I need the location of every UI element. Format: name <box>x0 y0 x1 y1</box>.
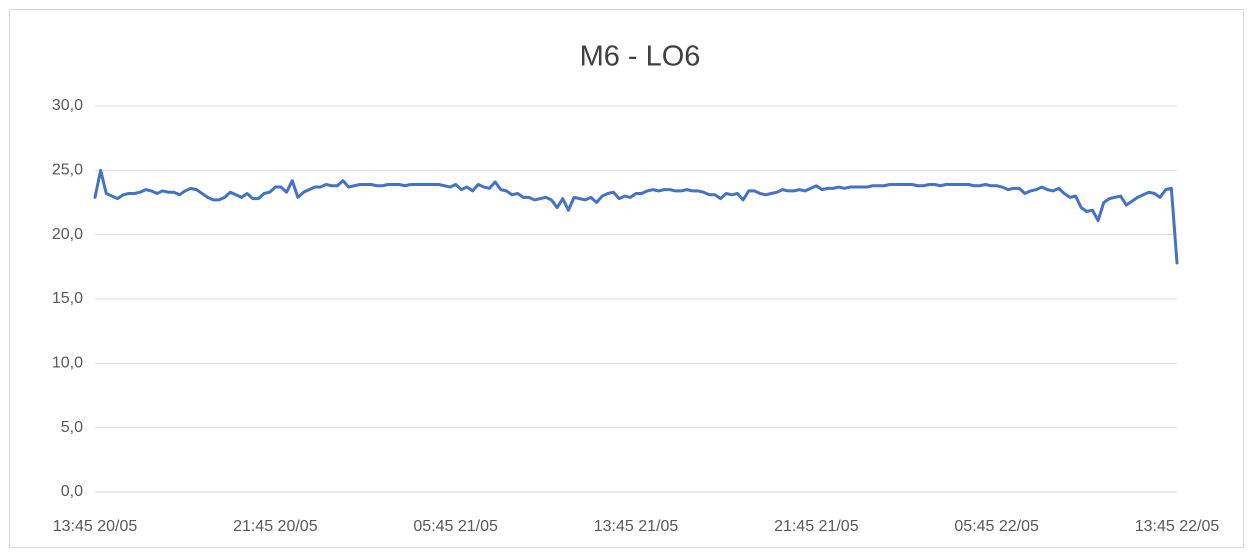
y-tick-label: 30,0 <box>52 97 83 114</box>
y-tick-label: 5,0 <box>61 419 83 436</box>
x-tick-label: 13:45 22/05 <box>1135 518 1220 535</box>
x-tick-label: 21:45 21/05 <box>774 518 859 535</box>
chart-border <box>9 9 1244 548</box>
x-tick-label: 21:45 20/05 <box>233 518 318 535</box>
chart-title: M6 - LO6 <box>580 41 701 73</box>
y-tick-label: 10,0 <box>52 355 83 372</box>
x-tick-label: 05:45 21/05 <box>413 518 498 535</box>
y-tick-label: 15,0 <box>52 290 83 307</box>
x-tick-label: 13:45 21/05 <box>594 518 679 535</box>
y-tick-label: 20,0 <box>52 226 83 243</box>
y-tick-label: 25,0 <box>52 162 83 179</box>
x-tick-label: 13:45 20/05 <box>53 518 138 535</box>
line-series <box>93 168 1179 265</box>
y-tick-label: 0,0 <box>61 483 83 500</box>
x-tick-label: 05:45 22/05 <box>954 518 1039 535</box>
